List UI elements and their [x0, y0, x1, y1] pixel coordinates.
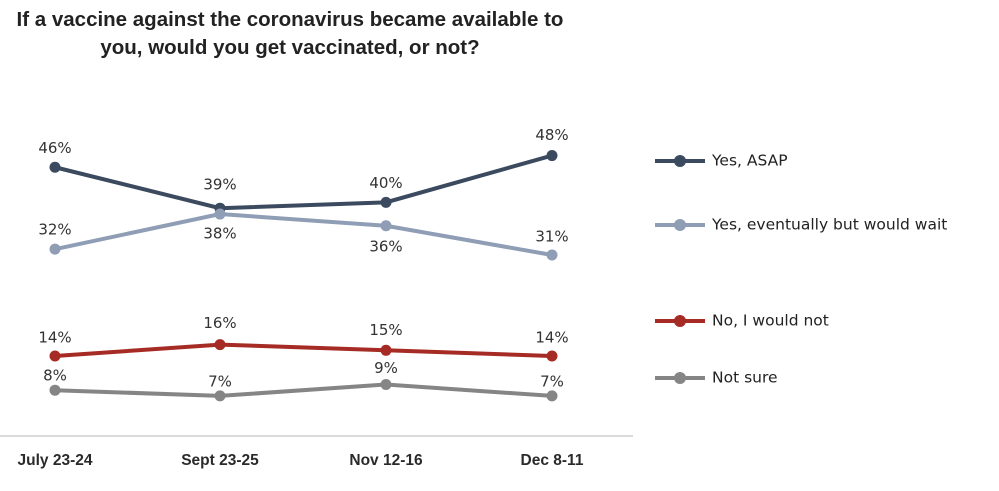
- series-layer: [49, 150, 558, 402]
- data-label: 39%: [203, 176, 236, 194]
- data-label: 46%: [38, 139, 71, 157]
- data-label: 14%: [535, 329, 568, 347]
- data-label: 7%: [540, 372, 564, 390]
- data-point-no-i-would-not: [214, 339, 226, 351]
- legend-label-yes-asap: Yes, ASAP: [711, 152, 788, 170]
- legend-swatch-marker: [674, 315, 686, 327]
- legend-label-no-i-would-not: No, I would not: [712, 312, 829, 330]
- data-label: 48%: [535, 126, 568, 144]
- data-label: 32%: [38, 221, 71, 239]
- series-line-yes-asap: [54, 153, 553, 211]
- data-point-not-sure: [380, 379, 392, 390]
- data-point-not-sure: [49, 384, 61, 396]
- data-point-yes-eventually-but-would-wait: [380, 220, 392, 232]
- legend-swatch-marker: [674, 155, 686, 167]
- data-label: 14%: [38, 329, 71, 347]
- data-point-not-sure: [214, 390, 226, 402]
- data-label: 36%: [369, 237, 402, 255]
- data-point-no-i-would-not: [49, 350, 61, 362]
- data-label: 15%: [369, 321, 402, 339]
- legend: Yes, ASAP Yes, eventually but would wait N…: [655, 152, 947, 387]
- chart-title: If a vaccine against the coronavirus bec…: [16, 8, 564, 59]
- data-point-yes-eventually-but-would-wait: [214, 208, 226, 220]
- series-line-no-i-would-not: [54, 342, 553, 358]
- data-labels: 46% 39% 40% 48% 32% 38% 36% 31% 14% 16% 15% 14% 8% 7%…: [38, 126, 568, 390]
- legend-label-yes-eventually-but-would-wait: Yes, eventually but would wait: [711, 216, 947, 234]
- data-point-yes-eventually-but-would-wait: [546, 249, 558, 261]
- x-tick-label: Dec 8-11: [521, 452, 584, 469]
- data-label: 16%: [203, 314, 236, 332]
- data-point-yes-asap: [380, 196, 392, 208]
- legend-swatch-marker: [674, 372, 686, 384]
- data-point-no-i-would-not: [380, 344, 392, 356]
- x-tick-labels: July 23-24 Sept 23-25 Nov 12-16 Dec 8-11: [18, 452, 584, 469]
- data-label: 31%: [535, 228, 568, 246]
- legend-label-not-sure: Not sure: [712, 369, 778, 387]
- legend-swatch-marker: [674, 219, 686, 231]
- x-tick-label: July 23-24: [18, 452, 93, 469]
- data-label: 9%: [374, 359, 398, 377]
- x-tick-label: Nov 12-16: [349, 452, 423, 469]
- data-label: 40%: [369, 174, 402, 192]
- data-label: 7%: [208, 372, 232, 390]
- data-point-not-sure: [546, 390, 558, 402]
- data-point-yes-eventually-but-would-wait: [49, 243, 61, 255]
- data-point-yes-asap: [546, 150, 558, 162]
- series-line-not-sure: [54, 382, 553, 398]
- x-tick-label: Sept 23-25: [181, 452, 259, 469]
- series-line-yes-eventually-but-would-wait: [54, 212, 553, 257]
- data-label: 38%: [203, 225, 236, 243]
- data-point-yes-asap: [49, 161, 61, 173]
- data-label: 8%: [43, 367, 67, 385]
- data-point-no-i-would-not: [546, 350, 558, 362]
